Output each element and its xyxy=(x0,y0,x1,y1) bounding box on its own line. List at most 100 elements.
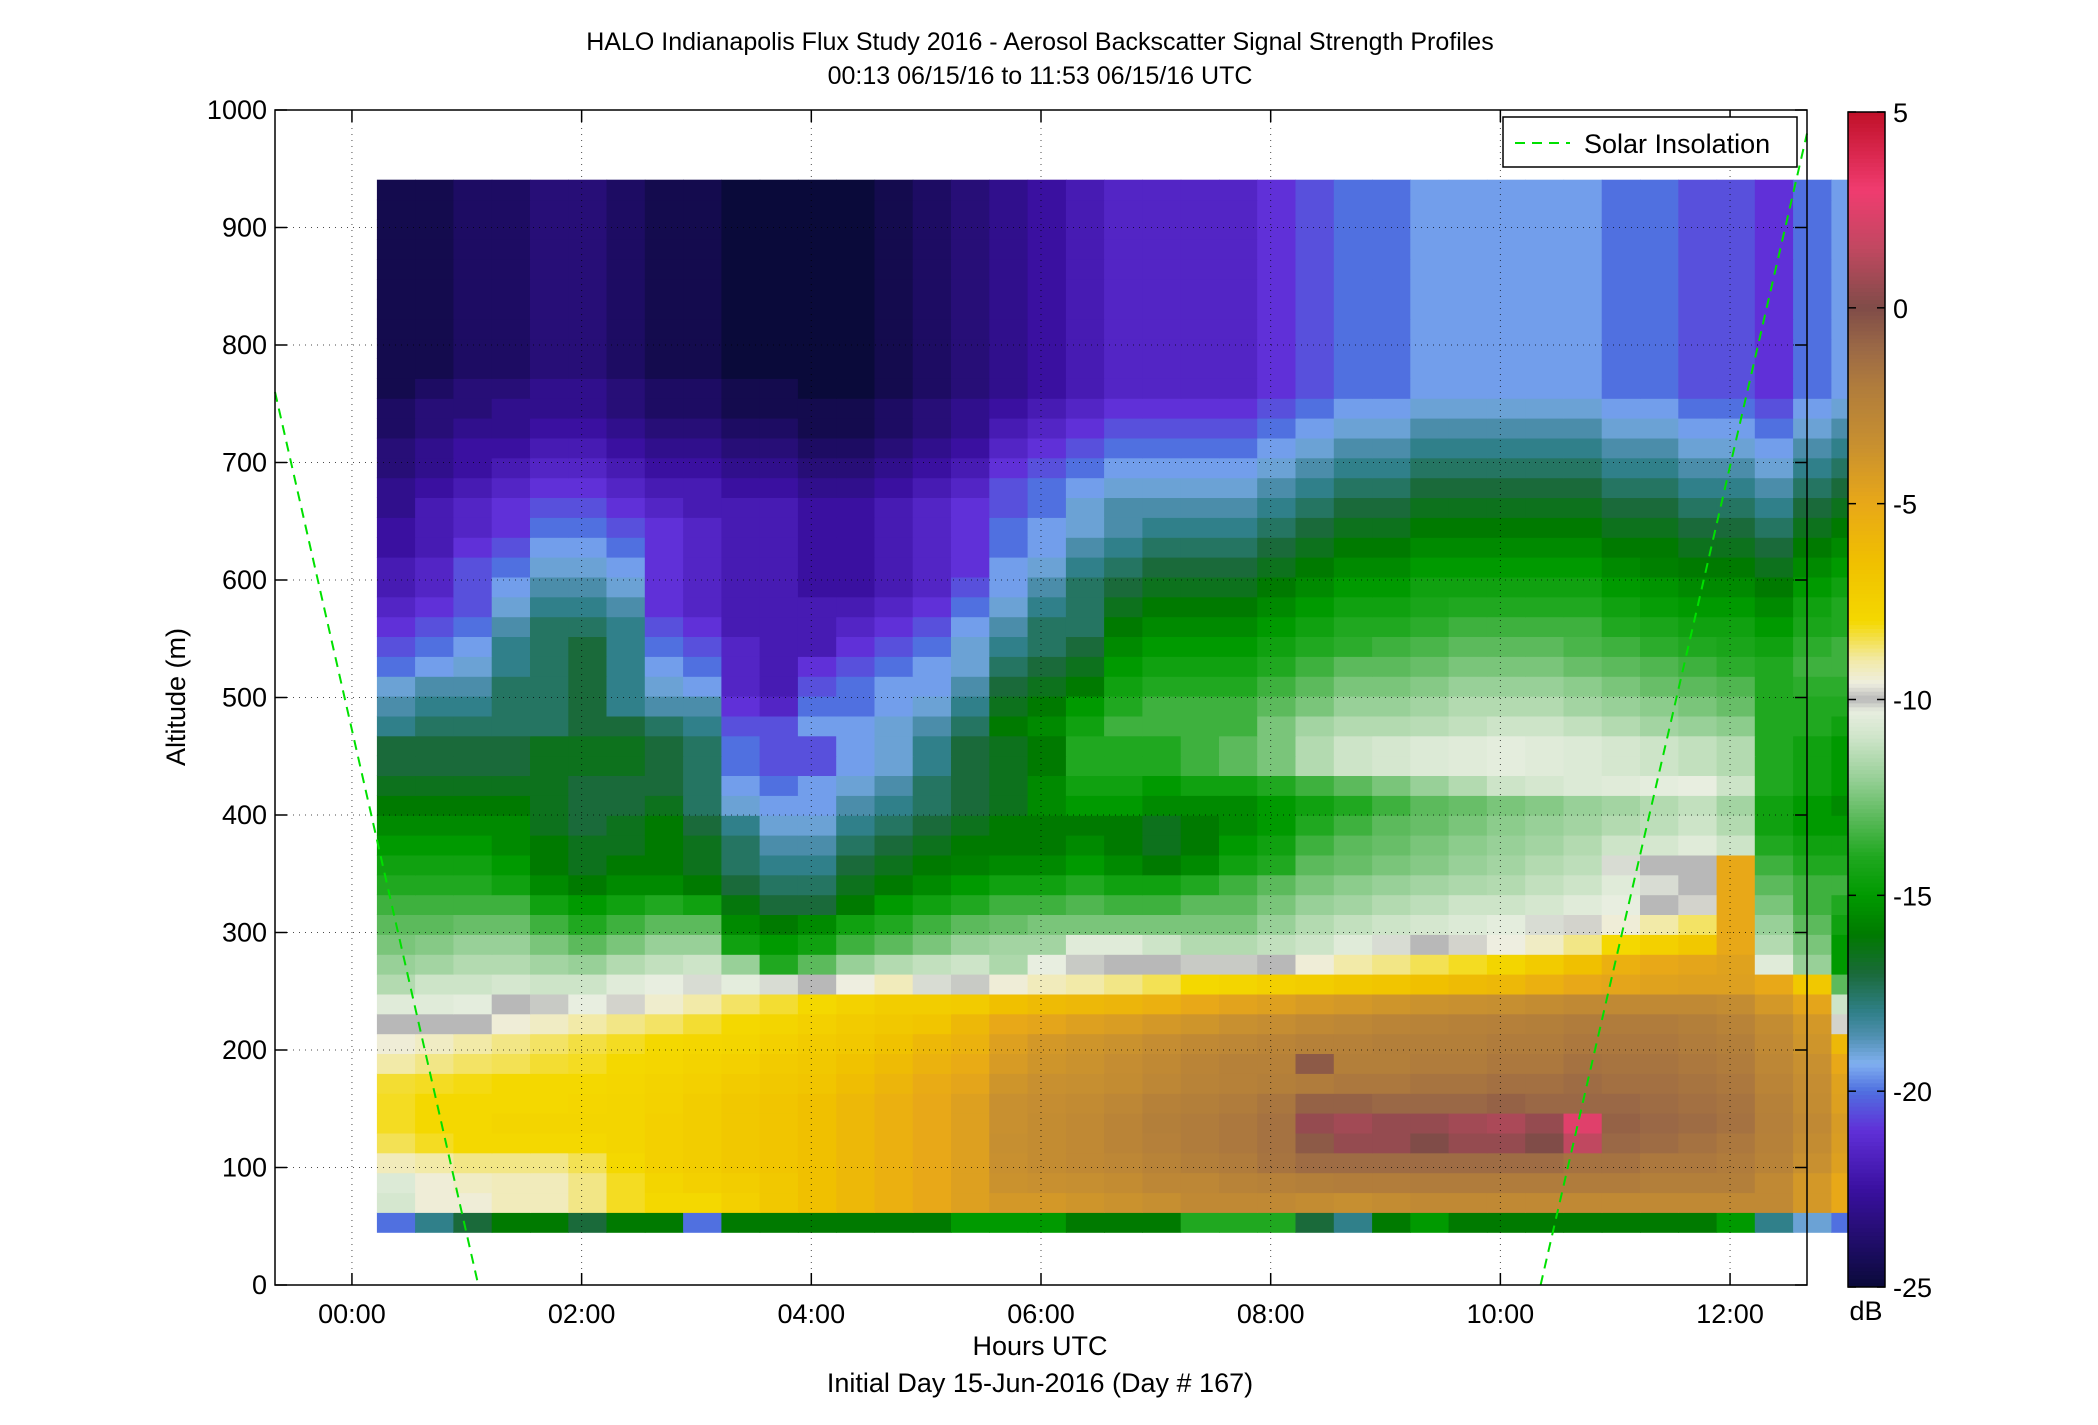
heatmap-cell xyxy=(1027,1093,1067,1114)
heatmap-cell xyxy=(376,1033,416,1054)
heatmap-cell xyxy=(1640,993,1679,1015)
heatmap-cell xyxy=(1410,815,1450,836)
heatmap-cell xyxy=(912,378,952,399)
heatmap-cell xyxy=(1601,517,1641,538)
heatmap-cell xyxy=(644,537,684,558)
colorbar-band xyxy=(1848,264,1885,270)
heatmap-cell xyxy=(415,914,454,935)
heatmap-cell xyxy=(797,576,837,598)
heatmap-cell xyxy=(1219,1033,1258,1054)
heatmap-cell xyxy=(1027,1033,1067,1054)
heatmap-cell xyxy=(1219,934,1258,955)
heatmap-cell xyxy=(1640,1113,1679,1134)
heatmap-cell xyxy=(1563,358,1603,379)
heatmap-cell xyxy=(1257,219,1297,240)
colorbar-band xyxy=(1848,119,1885,125)
heatmap-cell xyxy=(1716,596,1756,618)
heatmap-cell xyxy=(1142,477,1182,498)
heatmap-cell xyxy=(1640,636,1679,657)
heatmap-cell xyxy=(568,835,608,856)
heatmap-cell xyxy=(1257,596,1297,618)
heatmap-cell xyxy=(1295,1053,1335,1074)
heatmap-cell xyxy=(415,835,454,856)
heatmap-cell xyxy=(1678,378,1718,399)
heatmap-cell xyxy=(1793,1152,1832,1174)
colorbar-band xyxy=(1848,578,1885,583)
heatmap-cell xyxy=(1372,398,1411,419)
heatmap-cell xyxy=(874,477,914,498)
heatmap-cell xyxy=(568,894,608,915)
heatmap-cell xyxy=(797,835,837,856)
heatmap-cell xyxy=(530,437,569,459)
heatmap-cell xyxy=(415,298,454,320)
heatmap-cell xyxy=(606,1013,646,1035)
heatmap-cell xyxy=(797,1132,837,1154)
heatmap-cell xyxy=(1180,318,1220,340)
heatmap-cell xyxy=(1716,874,1756,896)
heatmap-cell xyxy=(568,1013,608,1035)
heatmap-cell xyxy=(683,755,722,776)
heatmap-cell xyxy=(721,854,761,876)
colorbar-label: dB xyxy=(1849,1296,1882,1326)
heatmap-cell xyxy=(376,974,416,995)
heatmap-cell xyxy=(1410,1132,1450,1154)
heatmap-cell xyxy=(1333,557,1373,578)
heatmap-cell xyxy=(1142,735,1182,757)
heatmap-cell xyxy=(759,735,799,757)
heatmap-cell xyxy=(874,1033,914,1054)
heatmap-cell xyxy=(1372,1152,1411,1174)
colorbar-band xyxy=(1848,460,1885,465)
heatmap-cell xyxy=(1601,1212,1641,1233)
heatmap-cell xyxy=(1678,1093,1718,1114)
heatmap-cell xyxy=(912,239,952,260)
heatmap-cell xyxy=(376,755,416,776)
heatmap-cell xyxy=(530,576,569,598)
heatmap-cell xyxy=(491,974,531,995)
heatmap-cell xyxy=(491,1152,531,1174)
colorbar-band xyxy=(1848,903,1885,908)
heatmap-cell xyxy=(1257,418,1297,439)
colorbar-band xyxy=(1848,922,1885,928)
heatmap-cell xyxy=(376,1053,416,1074)
heatmap-cell xyxy=(1104,358,1143,379)
heatmap-cell xyxy=(530,179,569,201)
heatmap-cell xyxy=(1295,557,1335,578)
heatmap-cell xyxy=(1601,1073,1641,1094)
heatmap-cell xyxy=(491,457,531,479)
heatmap-cell xyxy=(836,993,876,1015)
colorbar-band xyxy=(1848,918,1885,924)
heatmap-cell xyxy=(1793,1073,1832,1094)
heatmap-cell xyxy=(1295,934,1335,955)
heatmap-cell xyxy=(1754,954,1794,975)
heatmap-cell xyxy=(1372,1053,1411,1074)
heatmap-cell xyxy=(376,1013,416,1035)
heatmap-cell xyxy=(1486,1172,1526,1194)
heatmap-cell xyxy=(1295,378,1335,399)
heatmap-cell xyxy=(759,437,799,459)
heatmap-cell xyxy=(1601,735,1641,757)
heatmap-cell xyxy=(1754,735,1794,757)
colorbar-band xyxy=(1848,793,1885,798)
heatmap-cell xyxy=(951,557,990,578)
heatmap-cell xyxy=(836,735,876,757)
colorbar-band xyxy=(1848,1149,1885,1155)
heatmap-cell xyxy=(1104,1093,1143,1114)
heatmap-cell xyxy=(1372,199,1411,220)
heatmap-cell xyxy=(376,1192,416,1213)
heatmap-cell xyxy=(644,576,684,598)
heatmap-cell xyxy=(1525,795,1565,816)
heatmap-cell xyxy=(376,795,416,816)
heatmap-cell xyxy=(951,616,990,637)
colorbar-band xyxy=(1848,464,1885,469)
heatmap-cell xyxy=(836,418,876,439)
heatmap-cell xyxy=(1257,835,1297,856)
heatmap-cell xyxy=(1065,993,1105,1015)
heatmap-cell xyxy=(1295,576,1335,598)
heatmap-cell xyxy=(721,457,761,479)
heatmap-cell xyxy=(1333,517,1373,538)
heatmap-cell xyxy=(1372,1192,1411,1213)
heatmap-cell xyxy=(491,914,531,935)
heatmap-cell xyxy=(989,179,1029,201)
heatmap-cell xyxy=(1525,1013,1565,1035)
colorbar-band xyxy=(1848,135,1885,140)
